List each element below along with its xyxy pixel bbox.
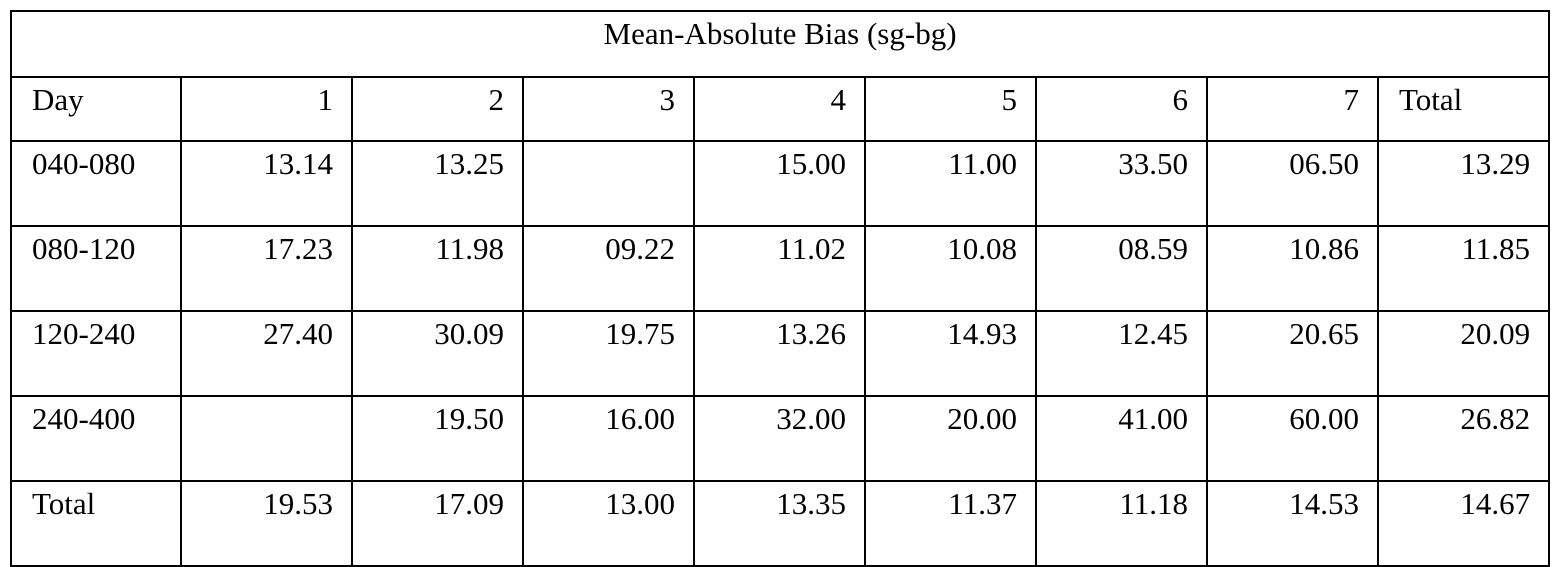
table-cell: 13.35 xyxy=(694,481,865,566)
table-cell: 11.18 xyxy=(1036,481,1207,566)
table-cell xyxy=(523,141,694,226)
table-cell: 17.23 xyxy=(181,226,352,311)
table-cell-total: 26.82 xyxy=(1378,396,1549,481)
table-row: 120-240 27.40 30.09 19.75 13.26 14.93 12… xyxy=(11,311,1549,396)
bias-table-container: Mean-Absolute Bias (sg-bg) Day 1 2 3 4 5… xyxy=(10,10,1548,567)
header-day-2: 2 xyxy=(352,77,523,141)
table-cell: 13.26 xyxy=(694,311,865,396)
table-cell: 16.00 xyxy=(523,396,694,481)
table-cell: 10.08 xyxy=(865,226,1036,311)
table-cell: 27.40 xyxy=(181,311,352,396)
table-cell: 13.14 xyxy=(181,141,352,226)
table-cell: 19.75 xyxy=(523,311,694,396)
header-day-7: 7 xyxy=(1207,77,1378,141)
table-cell-total: 14.67 xyxy=(1378,481,1549,566)
table-cell: 41.00 xyxy=(1036,396,1207,481)
table-cell: 11.00 xyxy=(865,141,1036,226)
table-cell: 19.50 xyxy=(352,396,523,481)
table-cell xyxy=(181,396,352,481)
mean-absolute-bias-table: Mean-Absolute Bias (sg-bg) Day 1 2 3 4 5… xyxy=(10,10,1550,567)
header-day-3: 3 xyxy=(523,77,694,141)
table-cell-total: 20.09 xyxy=(1378,311,1549,396)
header-day-1: 1 xyxy=(181,77,352,141)
row-label: Total xyxy=(11,481,181,566)
table-cell: 13.25 xyxy=(352,141,523,226)
table-cell: 14.53 xyxy=(1207,481,1378,566)
table-row: 240-400 19.50 16.00 32.00 20.00 41.00 60… xyxy=(11,396,1549,481)
table-cell: 32.00 xyxy=(694,396,865,481)
table-cell: 20.00 xyxy=(865,396,1036,481)
row-label: 040-080 xyxy=(11,141,181,226)
table-cell: 10.86 xyxy=(1207,226,1378,311)
table-title: Mean-Absolute Bias (sg-bg) xyxy=(11,11,1549,77)
table-cell: 60.00 xyxy=(1207,396,1378,481)
table-cell: 19.53 xyxy=(181,481,352,566)
table-cell: 33.50 xyxy=(1036,141,1207,226)
header-day-4: 4 xyxy=(694,77,865,141)
header-total: Total xyxy=(1378,77,1549,141)
table-cell: 15.00 xyxy=(694,141,865,226)
row-label: 080-120 xyxy=(11,226,181,311)
table-cell: 11.98 xyxy=(352,226,523,311)
table-cell: 06.50 xyxy=(1207,141,1378,226)
header-day: Day xyxy=(11,77,181,141)
table-cell: 08.59 xyxy=(1036,226,1207,311)
table-row: 080-120 17.23 11.98 09.22 11.02 10.08 08… xyxy=(11,226,1549,311)
table-cell: 11.37 xyxy=(865,481,1036,566)
table-title-row: Mean-Absolute Bias (sg-bg) xyxy=(11,11,1549,77)
header-day-6: 6 xyxy=(1036,77,1207,141)
table-cell: 11.02 xyxy=(694,226,865,311)
table-cell: 14.93 xyxy=(865,311,1036,396)
row-label: 240-400 xyxy=(11,396,181,481)
row-label: 120-240 xyxy=(11,311,181,396)
header-day-5: 5 xyxy=(865,77,1036,141)
table-cell: 30.09 xyxy=(352,311,523,396)
table-row-total: Total 19.53 17.09 13.00 13.35 11.37 11.1… xyxy=(11,481,1549,566)
table-cell-total: 11.85 xyxy=(1378,226,1549,311)
table-cell: 17.09 xyxy=(352,481,523,566)
table-cell: 09.22 xyxy=(523,226,694,311)
table-cell-total: 13.29 xyxy=(1378,141,1549,226)
table-cell: 12.45 xyxy=(1036,311,1207,396)
table-cell: 13.00 xyxy=(523,481,694,566)
table-row: 040-080 13.14 13.25 15.00 11.00 33.50 06… xyxy=(11,141,1549,226)
table-cell: 20.65 xyxy=(1207,311,1378,396)
table-header-row: Day 1 2 3 4 5 6 7 Total xyxy=(11,77,1549,141)
